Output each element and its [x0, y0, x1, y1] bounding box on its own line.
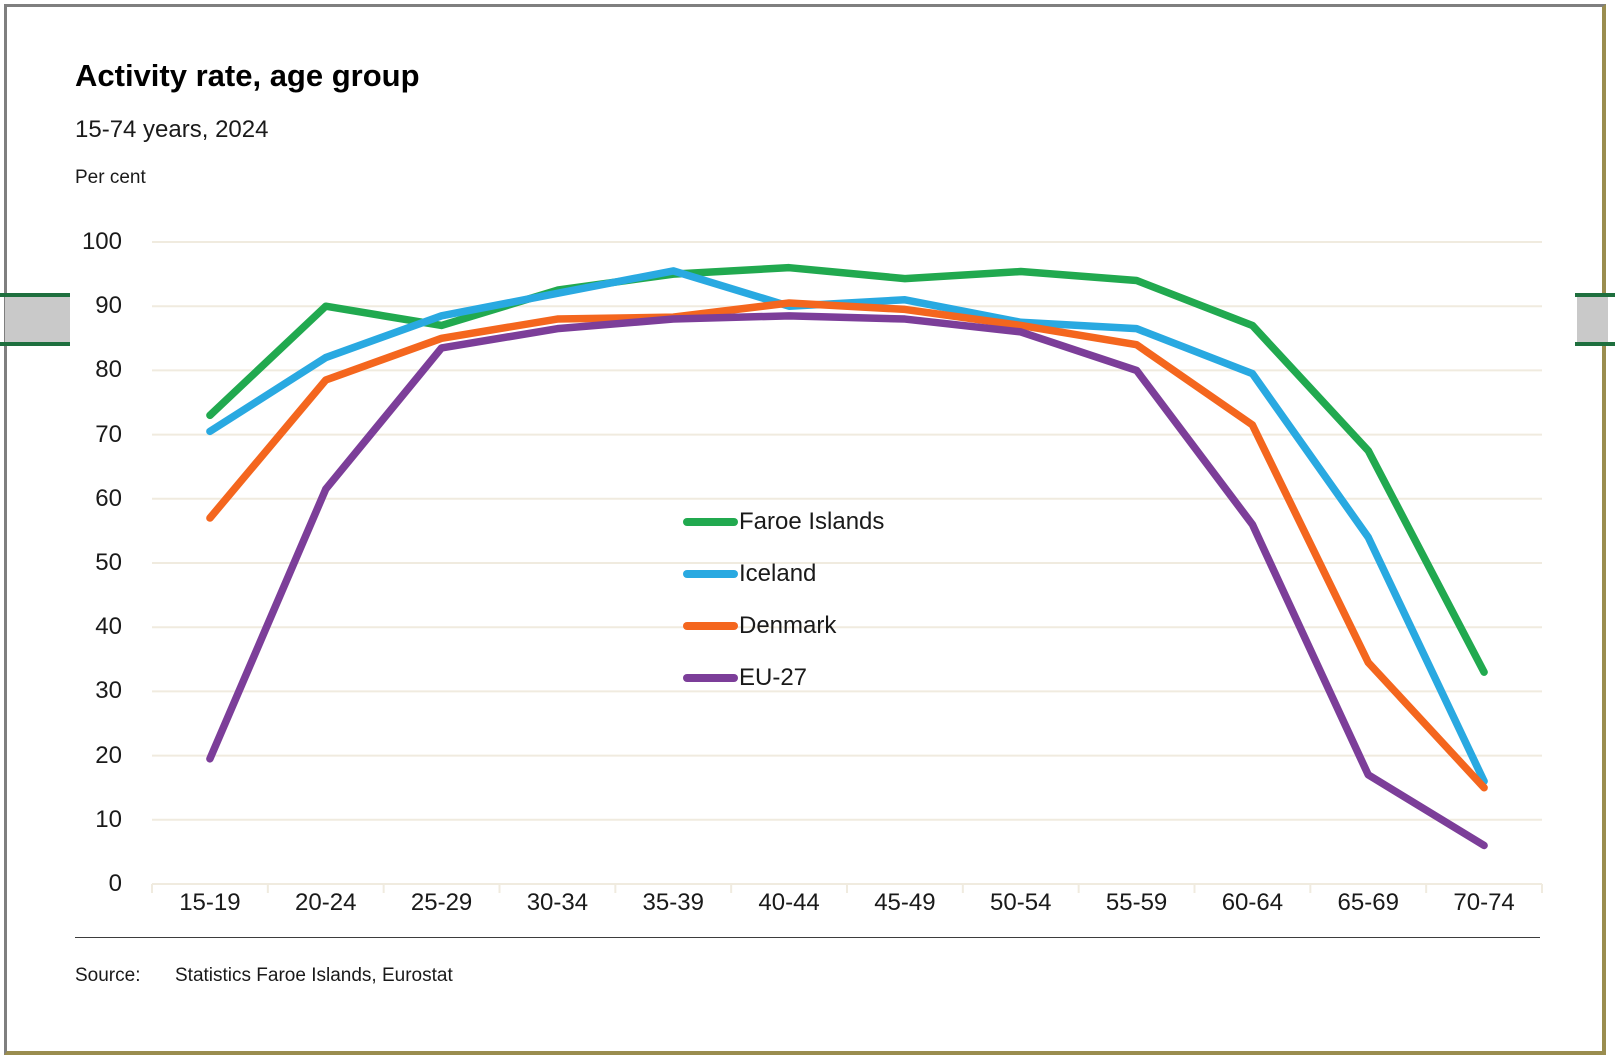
- y-tick-label: 40: [95, 613, 122, 641]
- x-tick-label: 55-59: [1105, 889, 1168, 916]
- x-tick-label: 15-19: [179, 889, 241, 916]
- y-tick-label: 80: [95, 356, 122, 384]
- x-tick-label: 65-69: [1337, 889, 1399, 916]
- y-tick-label: 30: [95, 677, 122, 705]
- legend-item-iceland: Iceland: [683, 548, 884, 600]
- legend-label: Denmark: [739, 612, 837, 639]
- x-tick-label: 70-74: [1453, 889, 1515, 916]
- x-tick-label: 40-44: [758, 889, 820, 916]
- legend-label: EU-27: [739, 664, 808, 691]
- legend-line-swatch: [683, 518, 738, 526]
- source-separator-line: [75, 937, 1540, 938]
- x-tick-label: 45-49: [874, 889, 936, 916]
- source-label: Source:: [75, 965, 141, 986]
- series-line-eu-27: [206, 312, 1488, 850]
- y-tick-label: 50: [95, 549, 122, 576]
- x-tick-label: 60-64: [1221, 889, 1284, 916]
- x-tick-label: 30-34: [526, 889, 589, 916]
- x-tick-label: 35-39: [642, 889, 704, 916]
- right-resize-handle[interactable]: [1577, 297, 1608, 342]
- legend: Faroe Islands Iceland Denmark EU-27: [683, 496, 884, 704]
- right-handle-top-line: [1575, 293, 1615, 297]
- series-line-denmark: [206, 299, 1488, 792]
- y-tick-label: 100: [81, 228, 122, 255]
- chart-title: Activity rate, age group: [75, 58, 420, 93]
- left-resize-handle[interactable]: [5, 297, 70, 342]
- y-tick-label: 70: [95, 420, 122, 448]
- right-handle-bottom-line: [1575, 342, 1615, 346]
- x-tick-label: 25-29: [410, 889, 473, 916]
- y-axis-unit-label: Per cent: [75, 167, 146, 188]
- chart-frame: [4, 4, 1606, 1055]
- legend-item-eu-27: EU-27: [683, 652, 884, 704]
- chart-subtitle: 15-74 years, 2024: [75, 116, 269, 143]
- x-tick-label: 50-54: [990, 889, 1052, 916]
- y-tick-label: 10: [95, 805, 122, 833]
- left-handle-top-line: [0, 293, 70, 297]
- y-tick-label: 0: [108, 870, 122, 897]
- legend-item-faroe-islands: Faroe Islands: [683, 496, 884, 548]
- y-tick-label: 20: [95, 741, 122, 769]
- y-tick-label: 90: [95, 292, 122, 320]
- legend-item-denmark: Denmark: [683, 600, 884, 652]
- legend-label: Faroe Islands: [739, 508, 885, 535]
- legend-line-swatch: [683, 570, 738, 578]
- y-tick-label: 60: [95, 484, 122, 512]
- x-tick-label: 20-24: [295, 889, 357, 916]
- left-handle-bottom-line: [0, 342, 70, 346]
- legend-line-swatch: [683, 622, 738, 630]
- source-line: Source: Statistics Faroe Islands, Eurost…: [75, 965, 453, 987]
- legend-label: Iceland: [739, 560, 817, 587]
- legend-line-swatch: [683, 674, 738, 682]
- source-value: Statistics Faroe Islands, Eurostat: [175, 965, 453, 986]
